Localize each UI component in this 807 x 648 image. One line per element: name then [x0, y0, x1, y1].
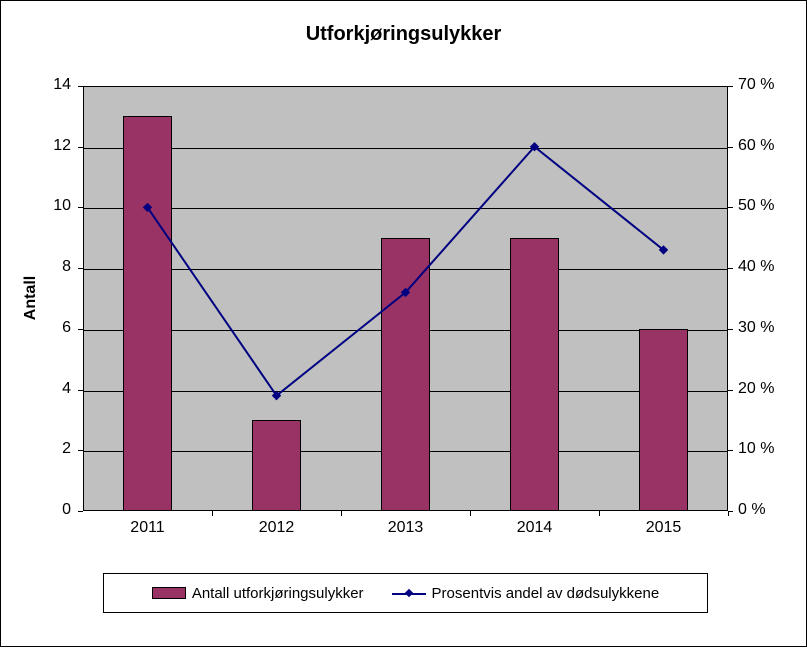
x-tick-label: 2013: [366, 519, 446, 537]
chart-title: Utforkjøringsulykker: [1, 23, 806, 46]
tick-mark: [78, 268, 83, 269]
tick-mark: [78, 147, 83, 148]
tick-mark: [341, 511, 342, 516]
bar: [123, 116, 172, 511]
gridline: [84, 148, 727, 149]
tick-mark: [78, 390, 83, 391]
tick-mark: [78, 207, 83, 208]
tick-mark: [78, 86, 83, 87]
y-tick-right-label: 60 %: [738, 137, 774, 155]
legend-label-bar: Antall utforkjøringsulykker: [192, 585, 364, 602]
tick-mark: [78, 511, 83, 512]
y-tick-right-label: 40 %: [738, 258, 774, 276]
y-tick-right-label: 30 %: [738, 319, 774, 337]
y-tick-left-label: 14: [53, 76, 71, 94]
tick-mark: [78, 329, 83, 330]
legend-item-bar: Antall utforkjøringsulykker: [152, 585, 364, 602]
tick-mark: [212, 511, 213, 516]
tick-mark: [78, 450, 83, 451]
tick-mark: [599, 511, 600, 516]
tick-mark: [728, 207, 733, 208]
bar: [639, 329, 688, 511]
legend-item-line: Prosentvis andel av dødsulykkene: [392, 585, 660, 602]
legend: Antall utforkjøringsulykker Prosentvis a…: [103, 573, 708, 613]
x-tick-label: 2011: [108, 519, 188, 537]
y-tick-left-label: 0: [62, 501, 71, 519]
y-tick-left-label: 2: [62, 440, 71, 458]
x-tick-label: 2014: [495, 519, 575, 537]
x-tick-label: 2015: [624, 519, 704, 537]
x-tick-label: 2012: [237, 519, 317, 537]
y-tick-right-label: 50 %: [738, 197, 774, 215]
tick-mark: [728, 86, 733, 87]
legend-label-line: Prosentvis andel av dødsulykkene: [432, 585, 660, 602]
tick-mark: [728, 450, 733, 451]
y-tick-right-label: 20 %: [738, 380, 774, 398]
y-tick-left-label: 12: [53, 137, 71, 155]
y-tick-left-label: 10: [53, 197, 71, 215]
tick-mark: [470, 511, 471, 516]
bar: [381, 238, 430, 511]
tick-mark: [728, 511, 729, 516]
gridline: [84, 208, 727, 209]
tick-mark: [728, 329, 733, 330]
tick-mark: [728, 390, 733, 391]
chart-container: Utforkjøringsulykker Antall Antall utfor…: [0, 0, 807, 647]
y-axis-left-label: Antall: [22, 275, 40, 319]
y-tick-left-label: 8: [62, 258, 71, 276]
tick-mark: [728, 147, 733, 148]
y-tick-right-label: 10 %: [738, 440, 774, 458]
legend-swatch-line: [392, 587, 426, 599]
y-tick-left-label: 6: [62, 319, 71, 337]
legend-swatch-bar: [152, 587, 186, 599]
y-tick-right-label: 70 %: [738, 76, 774, 94]
tick-mark: [728, 268, 733, 269]
bar: [510, 238, 559, 511]
diamond-icon: [404, 589, 412, 597]
bar: [252, 420, 301, 511]
y-tick-left-label: 4: [62, 380, 71, 398]
y-tick-right-label: 0 %: [738, 501, 766, 519]
